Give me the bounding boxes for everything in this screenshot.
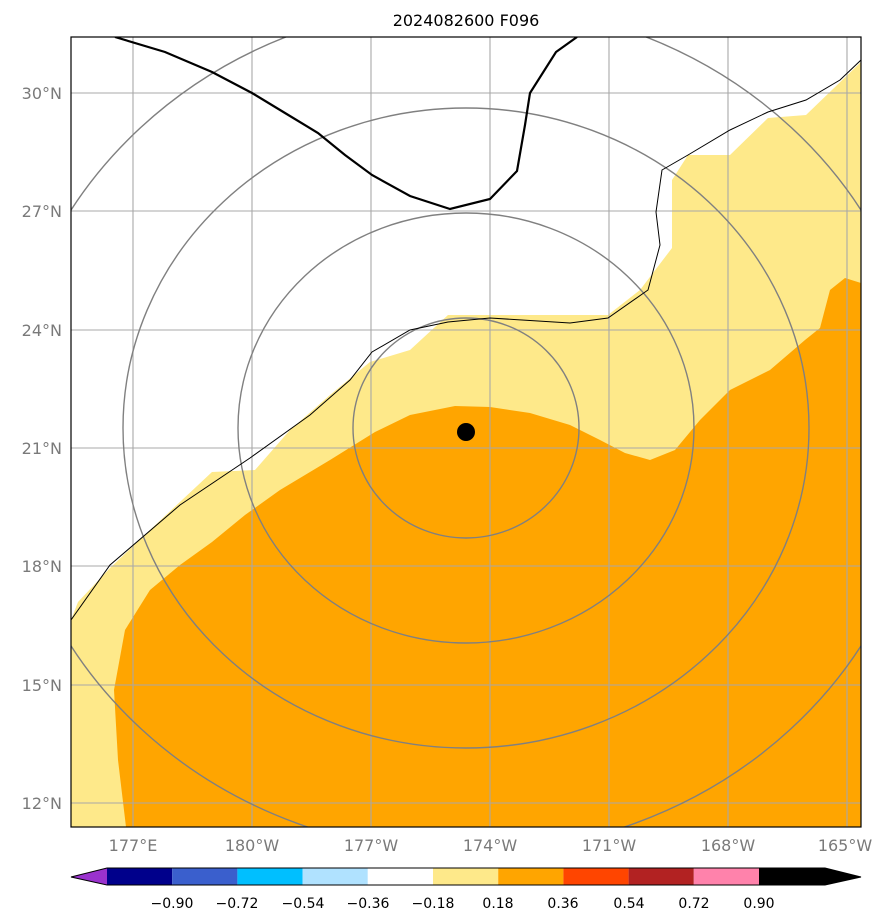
lon-label: 171°W <box>582 836 637 855</box>
colorbar-cell <box>563 868 629 885</box>
colorbar-cell <box>693 868 759 885</box>
thin-boundary-line <box>71 59 861 621</box>
colorbar-label: 0.36 <box>547 896 578 912</box>
thick-front-line <box>114 37 578 211</box>
storm-center-dot <box>457 423 475 441</box>
longitude-labels: 177°E 180°W 177°W 174°W 171°W 168°W 165°… <box>109 836 873 855</box>
contour-ring-1 <box>352 317 580 539</box>
lon-label: 174°W <box>463 836 518 855</box>
colorbar-cell <box>628 868 694 885</box>
colorbar-cell <box>433 868 499 885</box>
lat-label: 30°N <box>22 84 62 103</box>
map-frame <box>70 36 862 828</box>
colorbar-cell <box>107 868 173 885</box>
pressure-contours <box>71 37 861 827</box>
colorbar-label: −0.90 <box>151 896 194 912</box>
colorbar-label: −0.54 <box>282 896 325 912</box>
lon-label: 177°W <box>344 836 399 855</box>
colorbar-cell <box>172 868 238 885</box>
colorbar-min-extend <box>71 868 107 885</box>
colorbar-label: 0.72 <box>678 896 709 912</box>
graticule <box>71 37 861 827</box>
map-title: 2024082600 F096 <box>393 11 540 30</box>
map-area <box>71 37 861 827</box>
lat-label: 12°N <box>22 794 62 813</box>
lon-label: 177°E <box>109 836 158 855</box>
colorbar-cell <box>498 868 564 885</box>
colorbar-max-extend <box>759 868 861 885</box>
lat-label: 24°N <box>22 321 62 340</box>
lon-label: 168°W <box>701 836 756 855</box>
colorbar-label: −0.18 <box>412 896 455 912</box>
lat-label: 27°N <box>22 202 62 221</box>
colorbar-labels: −0.90 −0.72 −0.54 −0.36 −0.18 0.18 0.36 … <box>151 896 775 912</box>
latitude-labels: 30°N 27°N 24°N 21°N 18°N 15°N 12°N <box>22 84 62 813</box>
lat-label: 18°N <box>22 557 62 576</box>
orange-fill-region <box>114 278 861 827</box>
colorbar-cell <box>367 868 433 885</box>
colorbar-label: 0.18 <box>482 896 513 912</box>
colorbar-label: 0.90 <box>743 896 774 912</box>
contour-ring-2 <box>237 212 695 644</box>
colorbar-label: 0.54 <box>613 896 644 912</box>
colorbar-cell <box>237 868 303 885</box>
lat-label: 15°N <box>22 676 62 695</box>
contour-ring-3 <box>122 107 810 749</box>
colorbar-cell <box>302 868 368 885</box>
colorbar <box>70 867 862 886</box>
lat-label: 21°N <box>22 439 62 458</box>
colorbar-label: −0.72 <box>216 896 259 912</box>
colorbar-outline <box>70 867 862 886</box>
lon-label: 165°W <box>818 836 873 855</box>
colorbar-label: −0.36 <box>347 896 390 912</box>
lon-label: 180°W <box>225 836 280 855</box>
